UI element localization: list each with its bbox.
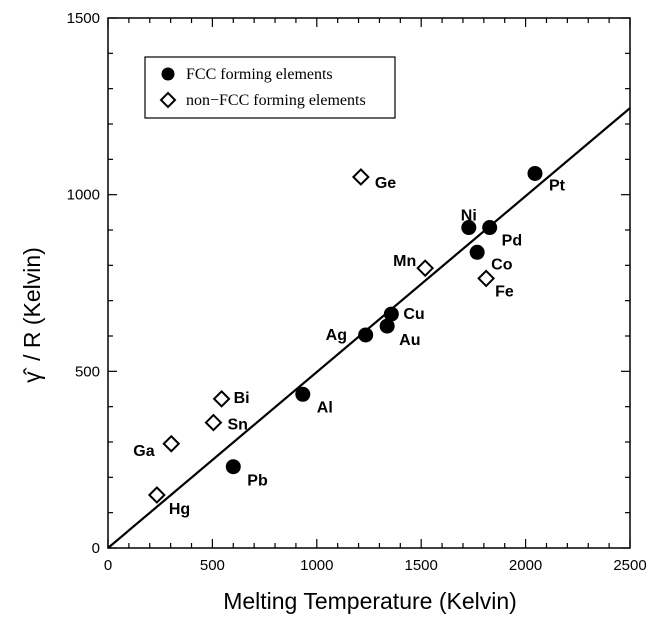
legend-label-non-fcc: non−FCC forming elements bbox=[186, 92, 366, 109]
x-tick-label: 2500 bbox=[613, 557, 646, 574]
non-fcc-point-mn bbox=[416, 259, 435, 278]
fcc-point-au bbox=[379, 318, 395, 334]
plot-frame bbox=[107, 17, 631, 549]
y-tick-label: 0 bbox=[92, 540, 100, 557]
point-labels: Pb Al Ag Au Cu Ni Pd Co Pt Hg Ga Sn Bi Ge Mn Fe bbox=[133, 175, 565, 518]
fcc-point-pt bbox=[527, 165, 543, 181]
point-label-sn: Sn bbox=[227, 417, 247, 434]
x-tick-label: 1500 bbox=[405, 557, 438, 574]
point-label-ge: Ge bbox=[375, 175, 396, 192]
axis-ticks bbox=[107, 17, 631, 549]
non-fcc-point-ge bbox=[351, 168, 370, 186]
point-label-co: Co bbox=[491, 256, 513, 273]
fcc-point-pd bbox=[482, 220, 498, 236]
fcc-point-pb bbox=[225, 459, 241, 475]
point-label-fe: Fe bbox=[495, 283, 514, 300]
legend-marker-fcc bbox=[161, 67, 175, 81]
point-label-hg: Hg bbox=[169, 501, 190, 518]
legend-marker-non-fcc bbox=[159, 91, 177, 109]
data-points bbox=[147, 165, 543, 504]
fcc-point-co bbox=[469, 244, 485, 260]
point-label-ga: Ga bbox=[133, 443, 154, 460]
non-fcc-point-ga bbox=[162, 434, 181, 453]
legend: FCC forming elements non−FCC forming ele… bbox=[144, 56, 396, 119]
fit-line-group bbox=[107, 107, 631, 549]
point-label-pb: Pb bbox=[247, 473, 268, 490]
y-axis-title: γ̂ / R (Kelvin) bbox=[19, 247, 45, 383]
point-label-au: Au bbox=[399, 332, 420, 349]
point-label-ni: Ni bbox=[461, 208, 477, 225]
fit-line bbox=[107, 107, 631, 549]
y-tick-label: 1500 bbox=[67, 10, 100, 27]
y-axis-symbol: γ̂ bbox=[19, 367, 45, 383]
point-label-pt: Pt bbox=[549, 177, 566, 194]
axis-tick-labels: 0 500 1000 1500 2000 2500 0 500 1000 1500 bbox=[67, 10, 647, 574]
y-axis-unit: / R (Kelvin) bbox=[19, 247, 45, 361]
point-label-al: Al bbox=[317, 399, 333, 416]
point-label-cu: Cu bbox=[403, 306, 424, 323]
y-tick-label: 500 bbox=[75, 363, 100, 380]
non-fcc-point-sn bbox=[204, 413, 223, 432]
point-label-bi: Bi bbox=[234, 390, 250, 407]
fcc-point-ni bbox=[461, 220, 477, 236]
y-tick-label: 1000 bbox=[67, 187, 100, 204]
legend-label-fcc: FCC forming elements bbox=[186, 66, 333, 83]
fcc-point-cu bbox=[383, 306, 399, 322]
point-label-ag: Ag bbox=[326, 327, 347, 344]
non-fcc-point-bi bbox=[212, 389, 231, 408]
non-fcc-point-fe bbox=[477, 269, 496, 288]
svg-text:γ̂ / R (Kelvin): γ̂ / R (Kelvin) bbox=[19, 247, 45, 383]
x-axis-title: Melting Temperature (Kelvin) bbox=[223, 588, 517, 614]
fcc-point-ag bbox=[358, 327, 374, 343]
x-tick-label: 1000 bbox=[300, 557, 333, 574]
x-tick-label: 2000 bbox=[509, 557, 542, 574]
point-label-mn: Mn bbox=[393, 253, 416, 270]
x-tick-label: 500 bbox=[200, 557, 225, 574]
fcc-point-al bbox=[295, 386, 311, 402]
point-label-pd: Pd bbox=[502, 233, 522, 250]
non-fcc-point-hg bbox=[147, 486, 166, 504]
x-tick-label: 0 bbox=[104, 557, 112, 574]
legend-box bbox=[144, 56, 396, 119]
